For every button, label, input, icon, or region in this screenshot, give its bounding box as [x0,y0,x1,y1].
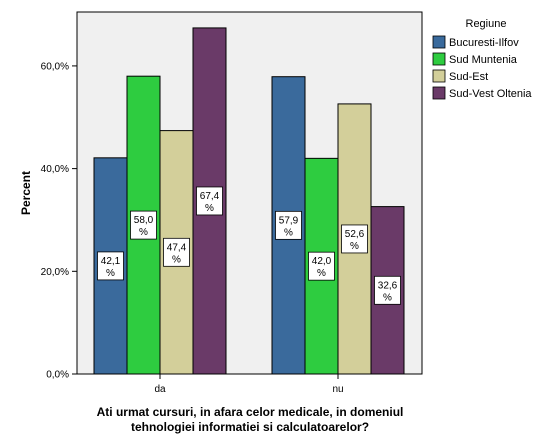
legend-swatch [432,35,446,49]
legend-label: Sud Muntenia [449,54,518,66]
legend: Regiune Bucuresti-Ilfov Sud Muntenia Sud-E… [432,18,532,100]
y-axis-label: Percent [19,171,33,215]
y-tick-label: 0,0% [46,370,69,381]
data-label-value: 52,6 [345,229,365,240]
data-label-unit: % [172,254,181,265]
data-label-unit: % [106,268,115,279]
data-label-box [374,275,401,305]
legend-label: Sud-Est [449,71,488,83]
data-label-value: 42,0 [312,256,332,267]
x-tick-label: nu [332,384,343,395]
data-label-value: 58,0 [134,215,154,226]
data-label-box [308,251,335,281]
x-axis-label-line-1: Ati urmat cursuri, in afara celor medica… [97,405,404,419]
data-label-box [196,186,223,216]
legend-label: Sud-Vest Oltenia [449,88,532,100]
data-label-value: 42,1 [101,256,121,267]
legend-swatch [432,86,446,100]
data-label-box [341,224,368,254]
legend-label: Bucuresti-Ilfov [449,37,519,49]
data-label-value: 47,4 [167,242,187,253]
data-label-unit: % [284,227,293,238]
y-tick-label: 60,0% [41,61,69,72]
data-label-box [163,237,190,267]
data-label-unit: % [383,292,392,303]
legend-title: Regiune [466,18,507,30]
data-label-unit: % [350,241,359,252]
data-label-unit: % [139,227,148,238]
data-label-box [130,210,157,240]
data-label-unit: % [205,203,214,214]
x-tick-label: da [154,384,166,395]
data-label-box [97,251,124,281]
data-label-value: 67,4 [200,191,220,202]
data-label-box [275,210,302,240]
y-tick-label: 20,0% [41,267,69,278]
x-axis-label-line-2: tehnologiei informatiei si calculatoarel… [131,420,369,434]
data-label-value: 57,9 [279,215,299,226]
legend-swatch [432,69,446,83]
legend-swatch [432,52,446,66]
data-label-unit: % [317,268,326,279]
data-label-value: 32,6 [378,280,398,291]
y-tick-label: 40,0% [41,164,69,175]
